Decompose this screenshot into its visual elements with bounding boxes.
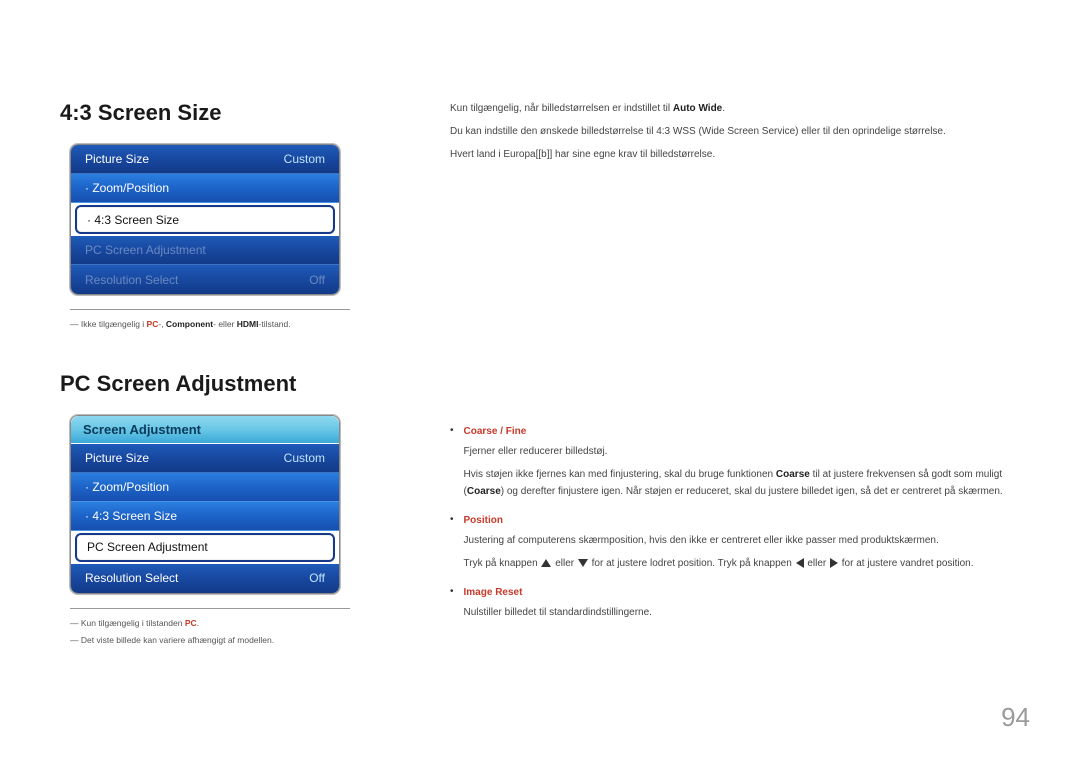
res-select-value-2: Off: [309, 571, 325, 585]
divider-2: [70, 608, 350, 609]
divider: [70, 309, 350, 310]
note-pc: PC: [147, 319, 159, 329]
page-number: 94: [1001, 702, 1030, 733]
b2-post: for at justere vandret position.: [839, 558, 974, 569]
note-mid: -,: [158, 319, 166, 329]
pc-adjust-label: PC Screen Adjustment: [85, 243, 206, 257]
section2: PC Screen Adjustment Screen Adjustment P…: [60, 371, 390, 647]
note-hdmi: HDMI: [237, 319, 259, 329]
bullet-position: • Position Justering af computerens skær…: [450, 512, 1020, 578]
s1-l1-pre: Kun tilgængelig, når billedstørrelsen er…: [450, 103, 673, 114]
right-column: Kun tilgængelig, når billedstørrelsen er…: [450, 100, 1020, 650]
b3-line1: Nulstiller billedet til standardindstill…: [464, 604, 1020, 621]
zoom-position-label-2: · Zoom/Position: [85, 480, 169, 494]
page-content: 4:3 Screen Size Picture Size Custom · Zo…: [60, 100, 1020, 650]
section2-body: • Coarse / Fine Fjerner eller reducerer …: [450, 423, 1020, 627]
row-pc-adjust-selected[interactable]: PC Screen Adjustment: [75, 533, 335, 562]
b2-m1: eller: [552, 558, 576, 569]
note-section2-b: Det viste billede kan variere afhængigt …: [70, 634, 390, 647]
note-comp: Component: [166, 319, 213, 329]
zoom-position-label: · Zoom/Position: [85, 181, 169, 195]
b1-line2: Hvis støjen ikke fjernes kan med finjust…: [464, 466, 1020, 500]
note-section2-a: Kun tilgængelig i tilstanden PC.: [70, 617, 390, 630]
pc-adjust-label-2: PC Screen Adjustment: [87, 540, 208, 554]
b1-sep: /: [497, 426, 505, 437]
b1-l2-b1: Coarse: [776, 469, 810, 480]
note-or: - eller: [213, 319, 237, 329]
b1-l2-b2: Coarse: [467, 486, 501, 497]
section2-title: PC Screen Adjustment: [60, 371, 390, 397]
b2-m2: for at justere lodret position. Tryk på …: [589, 558, 795, 569]
row-43-screen-size-2[interactable]: · 4:3 Screen Size: [71, 502, 339, 531]
b1-h1: Coarse: [464, 426, 498, 437]
note2-pc: PC: [185, 618, 197, 628]
arrow-left-icon: [796, 558, 804, 568]
s1-line2: Du kan indstille den ønskede billedstørr…: [450, 123, 1020, 140]
row-picture-size-2[interactable]: Picture Size Custom: [71, 444, 339, 473]
b1-h2: Fine: [506, 426, 527, 437]
menu-pc-adjust: Screen Adjustment Picture Size Custom · …: [70, 415, 340, 594]
row-zoom-position-2[interactable]: · Zoom/Position: [71, 473, 339, 502]
bullet-image-reset: • Image Reset Nulstiller billedet til st…: [450, 584, 1020, 627]
b1-l2-post: ) og derefter finjustere igen. Når støje…: [501, 486, 1003, 497]
res-select-value: Off: [309, 273, 325, 287]
bullet-body-3: Image Reset Nulstiller billedet til stan…: [464, 584, 1020, 627]
note-prefix: Ikke tilgængelig i: [81, 319, 147, 329]
row-pc-adjust-disabled: PC Screen Adjustment: [71, 236, 339, 265]
section1-title: 4:3 Screen Size: [60, 100, 390, 126]
b1-line1: Fjerner eller reducerer billedstøj.: [464, 443, 1020, 460]
s1-l1-bold: Auto Wide: [673, 103, 722, 114]
bullet-dot-icon: •: [450, 423, 454, 506]
s1-l1-post: .: [722, 103, 725, 114]
row-resolution-select-2[interactable]: Resolution Select Off: [71, 564, 339, 593]
picture-size-value-2: Custom: [284, 451, 325, 465]
arrow-down-icon: [578, 559, 588, 567]
bullet-body-1: Coarse / Fine Fjerner eller reducerer bi…: [464, 423, 1020, 506]
b2-line2: Tryk på knappen eller for at justere lod…: [464, 555, 1020, 572]
picture-size-label-2: Picture Size: [85, 451, 149, 465]
left-column: 4:3 Screen Size Picture Size Custom · Zo…: [60, 100, 390, 650]
arrow-right-icon: [830, 558, 838, 568]
note-section1: Ikke tilgængelig i PC-, Component- eller…: [70, 318, 390, 331]
note2-prefix: Kun tilgængelig i tilstanden: [81, 618, 185, 628]
b2-m3: eller: [805, 558, 829, 569]
note-suffix: -tilstand.: [259, 319, 291, 329]
res-select-label: Resolution Select: [85, 273, 178, 287]
arrow-up-icon: [541, 559, 551, 567]
picture-size-value: Custom: [284, 152, 325, 166]
b2-line1: Justering af computerens skærmposition, …: [464, 532, 1020, 549]
bullet-body-2: Position Justering af computerens skærmp…: [464, 512, 1020, 578]
row-resolution-select-disabled: Resolution Select Off: [71, 265, 339, 294]
bullet-head-3: Image Reset: [464, 584, 1020, 601]
bullet-head-1: Coarse / Fine: [464, 423, 1020, 440]
s1-line1: Kun tilgængelig, når billedstørrelsen er…: [450, 100, 1020, 117]
b1-l2-pre: Hvis støjen ikke fjernes kan med finjust…: [464, 469, 776, 480]
bullet-coarse-fine: • Coarse / Fine Fjerner eller reducerer …: [450, 423, 1020, 506]
bullet-head-2: Position: [464, 512, 1020, 529]
note2-body: Det viste billede kan variere afhængigt …: [81, 635, 274, 645]
picture-size-label: Picture Size: [85, 152, 149, 166]
row-zoom-position[interactable]: · Zoom/Position: [71, 174, 339, 203]
bullet-dot-icon-3: •: [450, 584, 454, 627]
menu-header-screen-adjustment: Screen Adjustment: [71, 416, 339, 444]
b2-pre: Tryk på knappen: [464, 558, 541, 569]
res-select-label-2: Resolution Select: [85, 571, 178, 585]
bullet-dot-icon-2: •: [450, 512, 454, 578]
screen-size-label-2: · 4:3 Screen Size: [85, 509, 177, 523]
screen-size-label: · 4:3 Screen Size: [87, 213, 179, 227]
row-picture-size[interactable]: Picture Size Custom: [71, 145, 339, 174]
s1-line3: Hvert land i Europa[[b]] har sine egne k…: [450, 146, 1020, 163]
row-43-screen-size-selected[interactable]: · 4:3 Screen Size: [75, 205, 335, 234]
menu-screen-size: Picture Size Custom · Zoom/Position · 4:…: [70, 144, 340, 295]
